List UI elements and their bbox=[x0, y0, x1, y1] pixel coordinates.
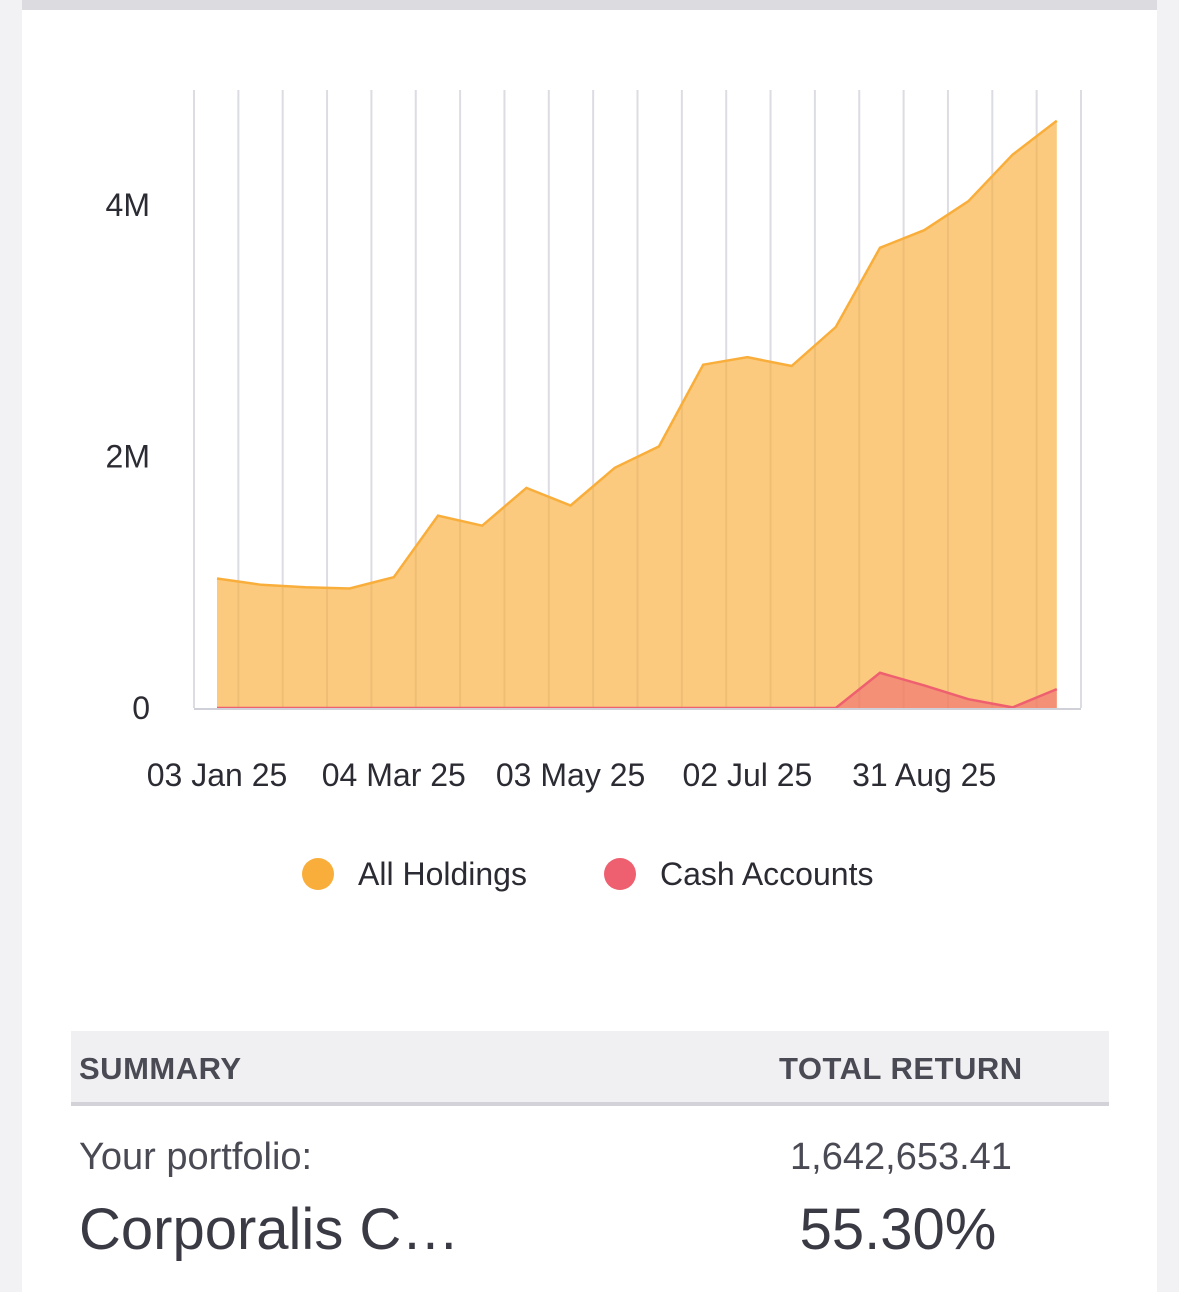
summary-header: SUMMARY TOTAL RETURN bbox=[71, 1031, 1109, 1106]
portfolio-total-return-value: 1,642,653.41 bbox=[790, 1136, 1012, 1178]
chart-legend: All Holdings Cash Accounts bbox=[0, 852, 1179, 896]
y-tick-label: 2M bbox=[106, 439, 150, 475]
y-tick-label: 0 bbox=[132, 690, 150, 726]
legend-label: Cash Accounts bbox=[660, 855, 874, 892]
legend-dot-icon bbox=[604, 858, 636, 890]
legend-dot-icon bbox=[302, 858, 334, 890]
summary-header-label: SUMMARY bbox=[79, 1051, 242, 1086]
portfolio-name[interactable]: Corporalis C… bbox=[79, 1197, 460, 1262]
x-tick-label: 02 Jul 25 bbox=[682, 757, 812, 793]
portfolio-label: Your portfolio: bbox=[79, 1136, 313, 1178]
total-return-header: TOTAL RETURN bbox=[779, 1051, 1023, 1086]
line-all-holdings bbox=[216, 119, 1058, 590]
legend-label: All Holdings bbox=[358, 855, 527, 892]
area-all-holdings bbox=[217, 120, 1057, 708]
x-tick-label: 04 Mar 25 bbox=[322, 757, 466, 793]
portfolio-area-chart[interactable]: 0 2M 4M 03 Jan 25 04 Mar 25 03 May 25 02 Jul 2… bbox=[0, 0, 1179, 820]
x-tick-label: 31 Aug 25 bbox=[852, 757, 996, 793]
portfolio-return-percent: 55.30% bbox=[799, 1197, 997, 1262]
y-tick-label: 4M bbox=[106, 187, 150, 223]
x-tick-label: 03 May 25 bbox=[496, 757, 645, 793]
top-divider bbox=[22, 0, 1157, 10]
x-tick-label: 03 Jan 25 bbox=[147, 757, 288, 793]
legend-item-all-holdings[interactable]: All Holdings bbox=[302, 852, 527, 896]
legend-item-cash-accounts[interactable]: Cash Accounts bbox=[604, 852, 873, 896]
